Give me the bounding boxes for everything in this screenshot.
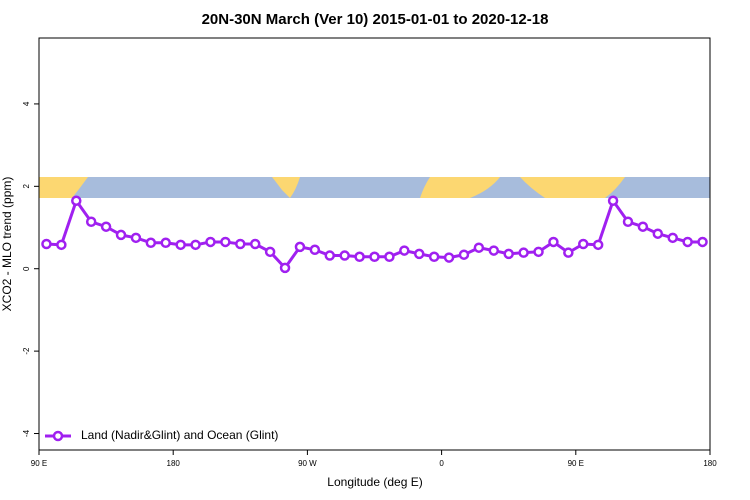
data-point [637, 221, 649, 232]
data-point [145, 237, 157, 249]
data-point [85, 216, 97, 228]
data-point [324, 250, 336, 261]
data-point [518, 247, 529, 258]
data-point [115, 229, 127, 241]
x-tick-label: 180 [167, 459, 181, 468]
data-point [488, 245, 500, 256]
data-point [294, 241, 306, 253]
y-tick-label: 4 [22, 101, 31, 106]
data-point [160, 237, 171, 249]
data-point [175, 239, 186, 251]
data-point [220, 236, 231, 248]
data-point [667, 232, 678, 244]
data-point [279, 262, 291, 274]
data-point [458, 249, 470, 260]
map-strip [39, 177, 710, 198]
data-point [443, 252, 455, 263]
y-tick-label: 0 [22, 266, 31, 271]
y-axis-label: XCO2 - MLO trend (ppm) [0, 177, 14, 312]
data-point [100, 221, 112, 232]
data-point [369, 251, 380, 263]
y-tick-label: -2 [22, 347, 31, 355]
data-point [503, 248, 514, 260]
data-point [339, 250, 350, 261]
legend-marker [52, 430, 64, 442]
data-point [697, 236, 708, 248]
data-point [563, 247, 574, 258]
data-point [130, 232, 142, 244]
data-point [235, 238, 246, 250]
data-point [682, 236, 693, 248]
data-point [309, 244, 321, 256]
data-point [413, 248, 425, 260]
data-point [264, 246, 276, 258]
x-tick-label: 90 W [298, 459, 317, 468]
data-point [384, 251, 395, 263]
data-point [56, 239, 67, 251]
legend-label: Land (Nadir&Glint) and Ocean (Glint) [81, 428, 278, 442]
data-point [428, 251, 440, 263]
x-tick-label: 90 E [31, 459, 47, 468]
data-point [249, 238, 261, 250]
chart-title: 20N-30N March (Ver 10) 2015-01-01 to 202… [202, 11, 549, 28]
plot-frame [38, 37, 711, 451]
data-point [190, 239, 201, 251]
data-point [205, 236, 216, 248]
y-tick-label: 2 [22, 184, 31, 189]
y-tick-label: -4 [22, 429, 31, 437]
data-point [71, 195, 82, 206]
data-point [399, 245, 410, 256]
data-point [622, 216, 634, 228]
x-tick-label: 0 [439, 459, 444, 468]
x-axis-label: Longitude (deg E) [327, 475, 422, 489]
data-point [652, 228, 664, 239]
data-point [592, 239, 604, 251]
data-point [607, 195, 619, 206]
data-point [578, 238, 589, 250]
data-point [533, 246, 544, 258]
x-tick-label: 180 [703, 459, 717, 468]
x-tick-label: 90 E [568, 459, 584, 468]
data-point [354, 251, 365, 263]
data-point [548, 236, 559, 248]
data-point [41, 238, 52, 250]
data-point [473, 242, 485, 253]
